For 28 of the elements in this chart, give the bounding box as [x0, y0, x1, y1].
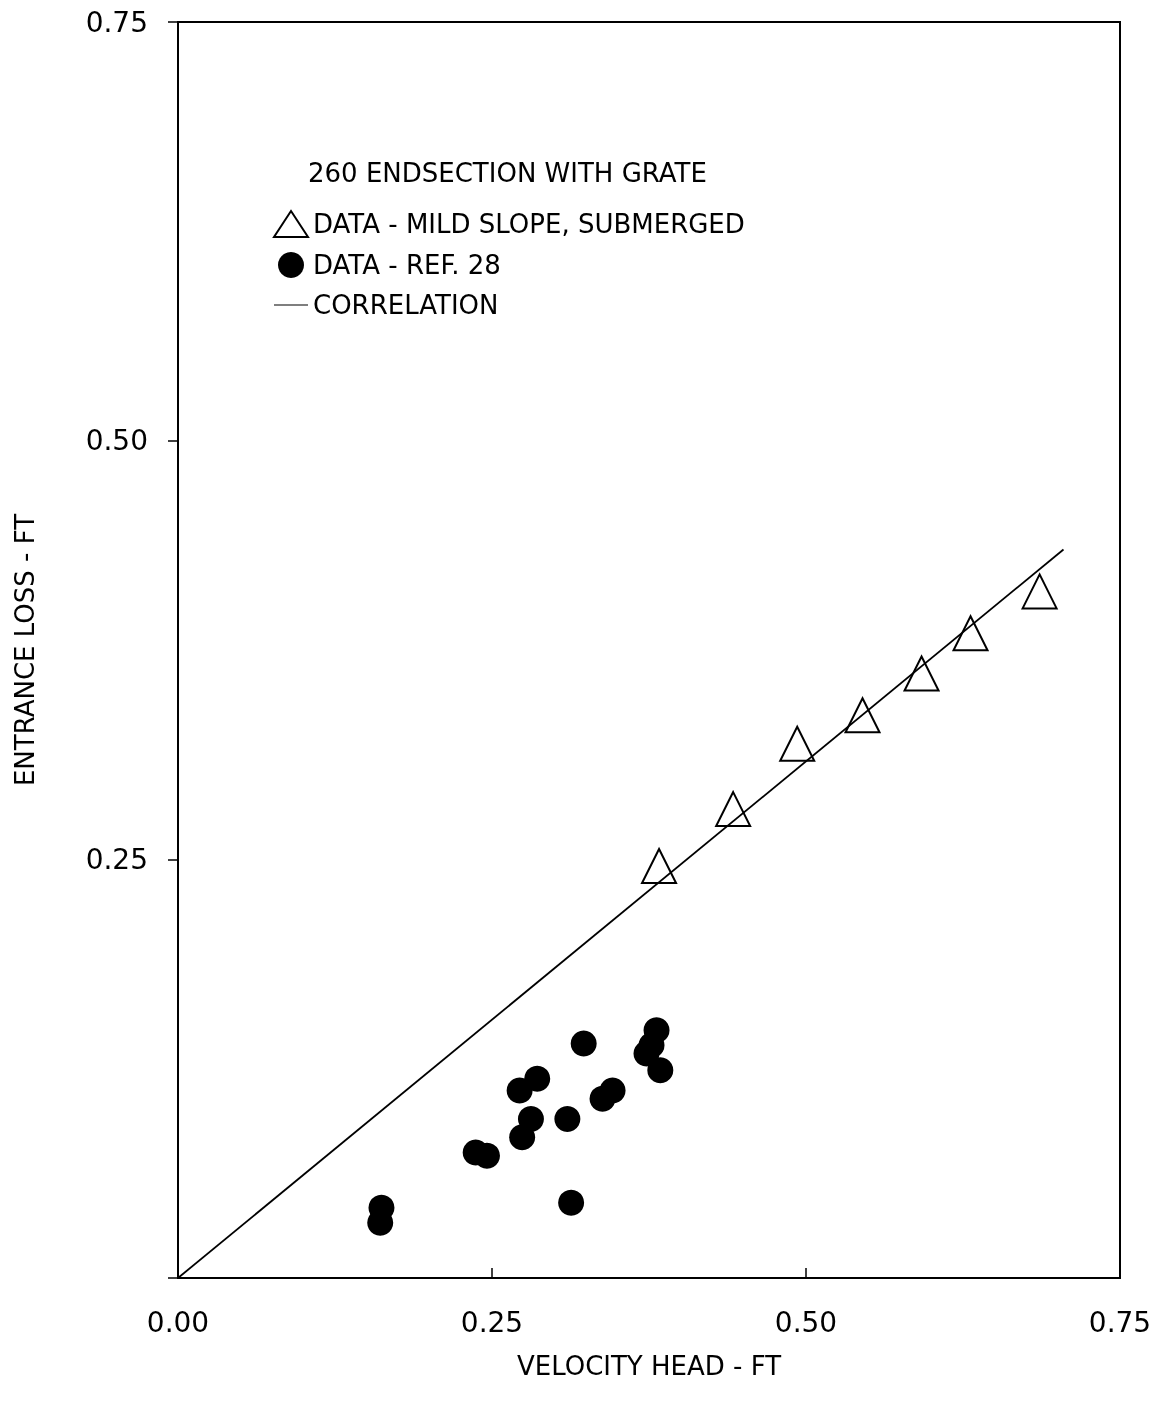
point: [952, 615, 989, 652]
point: [844, 697, 881, 734]
point: [1021, 573, 1058, 610]
x-axis-title: VELOCITY HEAD - FT: [516, 1351, 782, 1381]
x-tick-label: 0.75: [1088, 1305, 1152, 1339]
x-tick-label: 0.50: [774, 1305, 838, 1339]
y-tick-label: 0.50: [85, 424, 148, 458]
point: [554, 1105, 581, 1132]
point: [506, 1077, 533, 1104]
x-tick-label: 0.25: [460, 1305, 524, 1339]
point: [589, 1085, 616, 1112]
y-axis-title: ENTRANCE LOSS - FT: [10, 513, 40, 787]
x-tick-label: 0.00: [146, 1305, 210, 1339]
point: [779, 725, 816, 762]
y-tick-label: 0.75: [85, 5, 148, 39]
point: [509, 1124, 536, 1151]
point: [647, 1057, 674, 1084]
legend-label: CORRELATION: [313, 290, 499, 320]
point: [633, 1040, 660, 1067]
legend-title: 260 ENDSECTION WITH GRATE: [308, 158, 707, 188]
legend-label: DATA - MILD SLOPE, SUBMERGED: [313, 209, 745, 239]
point: [570, 1030, 597, 1057]
legend-label: DATA - REF. 28: [313, 250, 501, 280]
point: [558, 1189, 585, 1216]
point: [715, 791, 752, 828]
point: [903, 655, 940, 692]
point: [641, 848, 678, 885]
y-tick-label: 0.25: [85, 842, 148, 876]
